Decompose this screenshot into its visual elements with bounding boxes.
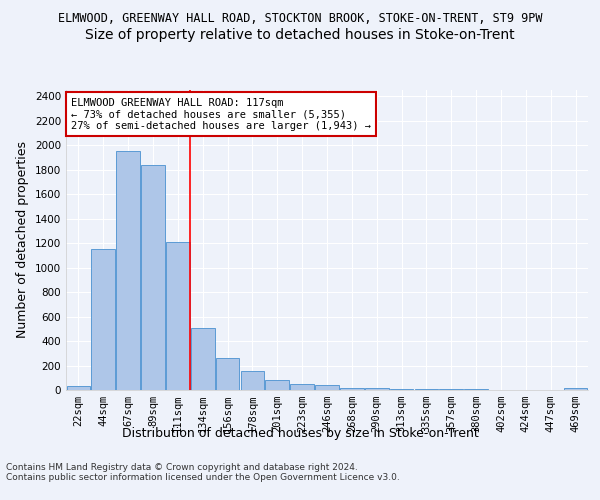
Bar: [241, 371, 264, 390]
Text: ELMWOOD, GREENWAY HALL ROAD, STOCKTON BROOK, STOKE-ON-TRENT, ST9 9PW: ELMWOOD, GREENWAY HALL ROAD, STOCKTON BR…: [58, 12, 542, 26]
Bar: [91, 249, 115, 390]
Bar: [315, 385, 339, 390]
Bar: [415, 389, 438, 390]
Bar: [67, 386, 90, 390]
Bar: [166, 242, 190, 390]
Bar: [216, 358, 239, 390]
Bar: [141, 164, 165, 390]
Bar: [265, 380, 289, 390]
Bar: [191, 328, 215, 390]
Text: ELMWOOD GREENWAY HALL ROAD: 117sqm
← 73% of detached houses are smaller (5,355)
: ELMWOOD GREENWAY HALL ROAD: 117sqm ← 73%…: [71, 98, 371, 130]
Bar: [564, 388, 587, 390]
Text: Size of property relative to detached houses in Stoke-on-Trent: Size of property relative to detached ho…: [85, 28, 515, 42]
Text: Contains public sector information licensed under the Open Government Licence v3: Contains public sector information licen…: [6, 472, 400, 482]
Text: Distribution of detached houses by size in Stoke-on-Trent: Distribution of detached houses by size …: [122, 428, 478, 440]
Bar: [439, 389, 463, 390]
Bar: [116, 151, 140, 390]
Bar: [390, 388, 413, 390]
Text: Contains HM Land Registry data © Crown copyright and database right 2024.: Contains HM Land Registry data © Crown c…: [6, 462, 358, 471]
Bar: [340, 388, 364, 390]
Bar: [290, 384, 314, 390]
Bar: [365, 388, 389, 390]
Y-axis label: Number of detached properties: Number of detached properties: [16, 142, 29, 338]
